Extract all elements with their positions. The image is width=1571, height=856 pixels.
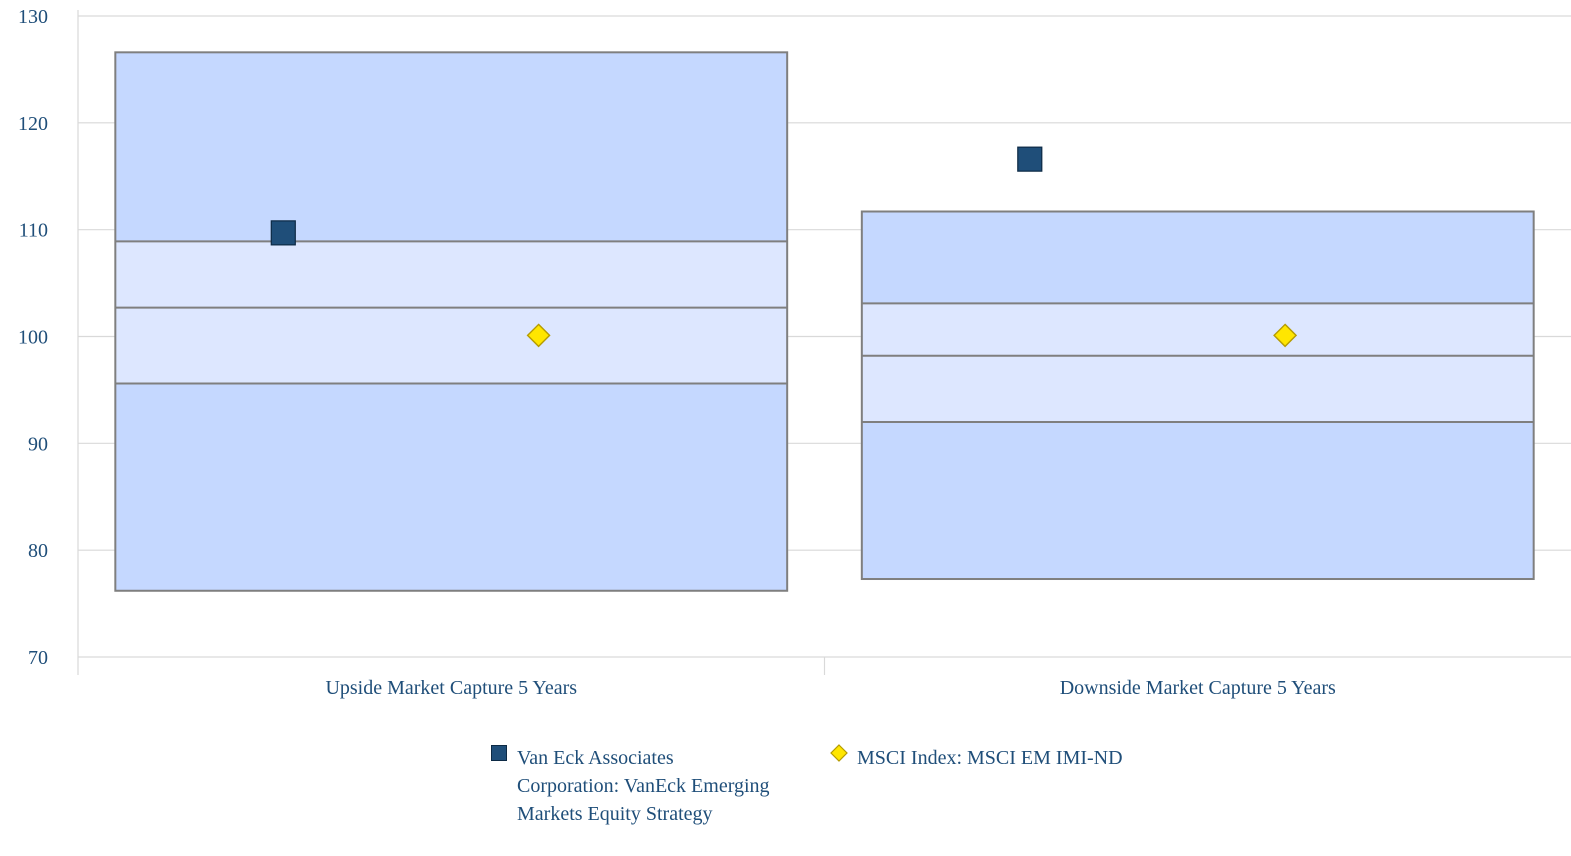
y-tick-label-110: 110 (19, 220, 48, 242)
upper-band (861, 211, 1534, 304)
diamond-marker-icon (830, 744, 848, 762)
legend-item-msci: MSCI Index: MSCI EM IMI-ND (830, 744, 1230, 772)
square-marker-icon (491, 745, 507, 761)
category-label-1: Downside Market Capture 5 Years (1060, 677, 1336, 699)
y-tick-label-70: 70 (28, 647, 48, 669)
upper-band (115, 52, 788, 242)
x-axis (77, 10, 826, 675)
y-tick-label-130: 130 (18, 6, 48, 28)
msci-marker-1 (1273, 323, 1298, 348)
legend: Van Eck Associates Corporation: VanEck E… (0, 744, 1571, 856)
msci-marker-0 (526, 323, 551, 348)
middle-band (115, 241, 788, 384)
percentile-box-0 (114, 51, 789, 592)
category-labels: Upside Market Capture 5 Years Downside Ma… (325, 677, 1336, 699)
legend-label-msci: MSCI Index: MSCI EM IMI-ND (857, 747, 1123, 769)
data-markers (270, 146, 1298, 348)
legend-label-van-eck: Van Eck Associates Corporation: VanEck E… (517, 747, 770, 825)
percentile-box-1 (860, 210, 1535, 581)
lower-band (861, 421, 1534, 580)
middle-band (861, 303, 1534, 422)
y-tick-label-100: 100 (18, 327, 48, 349)
y-tick-label-90: 90 (28, 433, 48, 455)
y-tick-label-80: 80 (28, 540, 48, 562)
category-label-0: Upside Market Capture 5 Years (325, 677, 577, 699)
box-outline (114, 51, 789, 592)
y-axis-tick-labels: 70 80 90 100 110 120 130 (18, 6, 48, 669)
legend-item-van-eck: Van Eck Associates Corporation: VanEck E… (491, 744, 771, 828)
lower-band (115, 383, 788, 591)
van-eck-marker-0 (270, 220, 296, 246)
box-outline (860, 210, 1535, 581)
percentile-boxes (114, 51, 1535, 592)
y-tick-label-120: 120 (18, 113, 48, 135)
market-capture-chart: 70 80 90 100 110 120 130 Upside Market Capture… (18, 6, 1571, 699)
van-eck-marker-1 (1017, 146, 1043, 172)
